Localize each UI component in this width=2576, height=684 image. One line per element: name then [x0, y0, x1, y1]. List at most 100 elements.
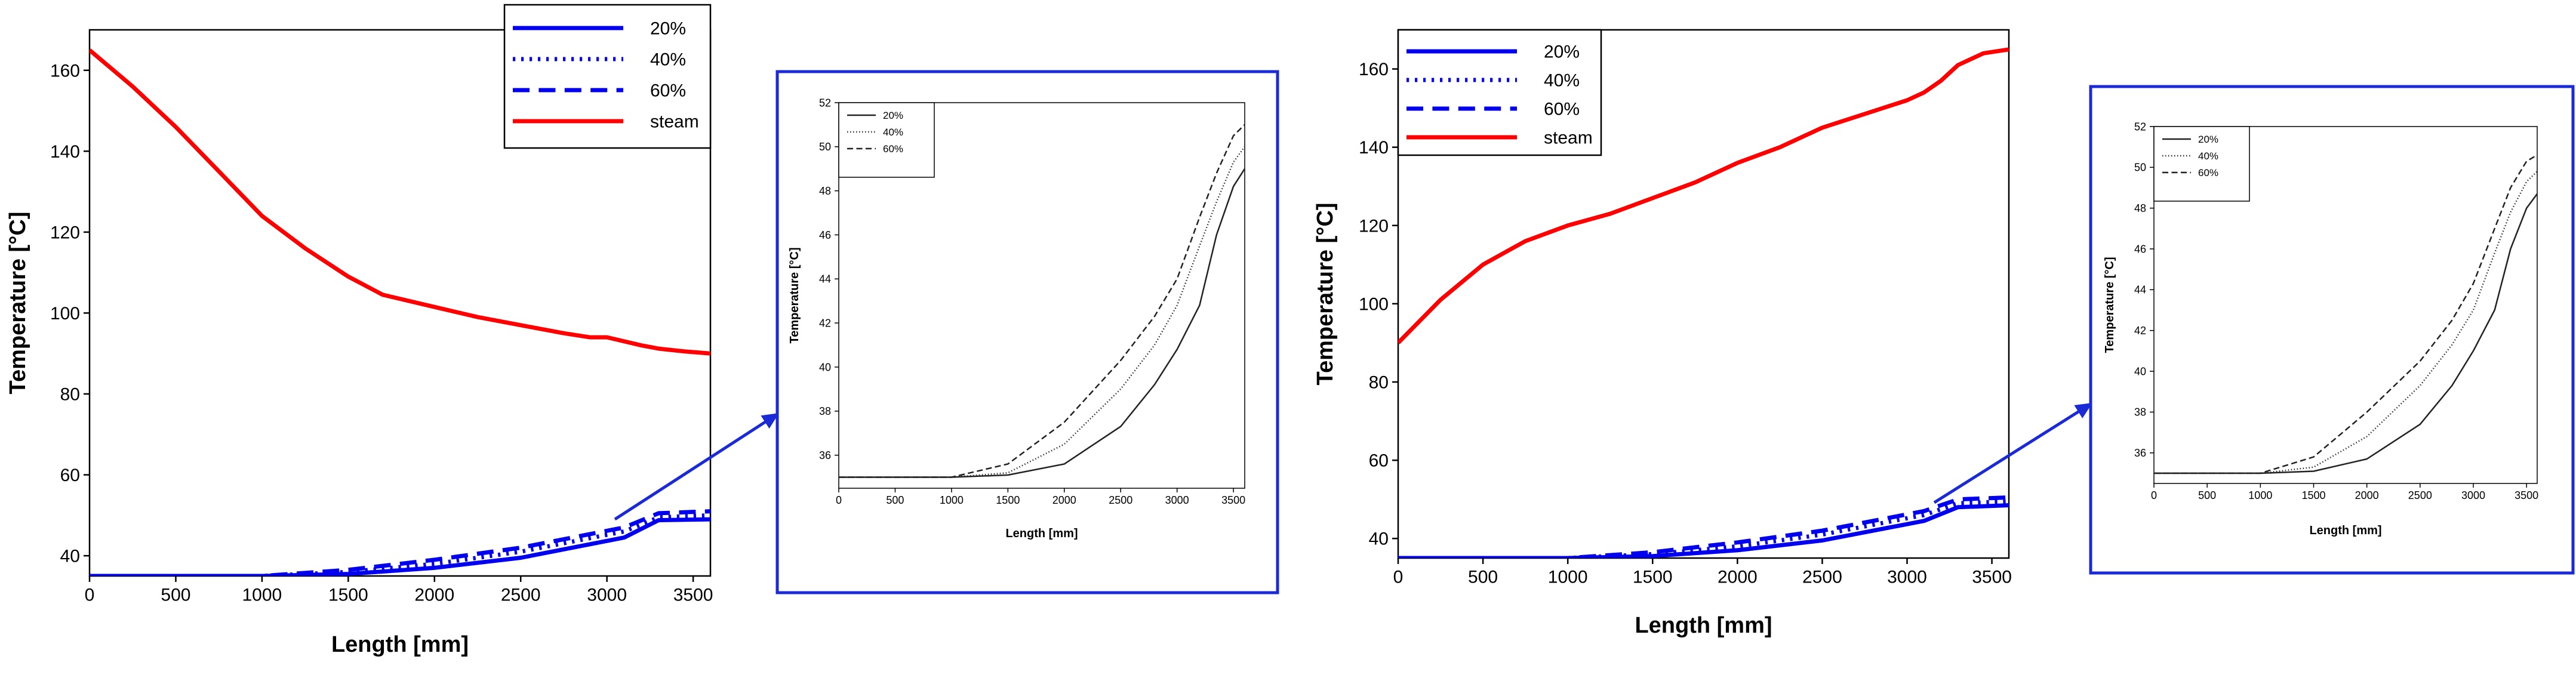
- x-tick-label: 1500: [1633, 568, 1673, 587]
- x-tick-label: 1500: [2301, 489, 2325, 501]
- y-tick-label: 160: [50, 61, 80, 81]
- x-tick-label: 2000: [414, 586, 454, 605]
- x-tick-label: 3500: [1221, 494, 1245, 506]
- y-tick-label: 160: [1359, 60, 1389, 79]
- x-tick-label: 2000: [1052, 494, 1076, 506]
- y-tick-label: 42: [2134, 325, 2146, 337]
- y-tick-label: 120: [1359, 216, 1389, 236]
- y-tick-label: 46: [819, 229, 831, 241]
- x-tick-label: 3500: [673, 586, 713, 605]
- x-tick-label: 2500: [1109, 494, 1132, 506]
- legend-label-20pct: 20%: [2198, 134, 2218, 145]
- x-tick-label: 1000: [940, 494, 964, 506]
- x-tick-label: 500: [2198, 489, 2216, 501]
- legend-label-steam: steam: [650, 112, 699, 132]
- y-tick-label: 80: [1369, 373, 1389, 393]
- y-tick-label: 42: [819, 317, 831, 329]
- x-tick-label: 1000: [1548, 568, 1588, 587]
- chart-main-left: 0 500 1000 1500 2000 2500 3000 3500 40 60 80 100 120…: [5, 4, 713, 657]
- x-tick-label: 0: [1393, 568, 1404, 587]
- y-tick-label: 40: [1369, 529, 1389, 549]
- legend-label-60pct: 60%: [650, 81, 686, 101]
- y-tick-label: 36: [2134, 447, 2146, 459]
- legend-label-20pct: 20%: [1544, 42, 1580, 62]
- x-tick-label: 2500: [1802, 568, 1842, 587]
- chart-main-right: 0 500 1000 1500 2000 2500 3000 3500 40 60 80 100 120…: [1313, 29, 2012, 638]
- y-tick-label: 50: [819, 141, 831, 153]
- x-tick-label: 2500: [501, 586, 541, 605]
- series-line-60pct: [90, 509, 710, 576]
- x-tick-label: 3000: [587, 586, 627, 605]
- x-tick-label: 0: [85, 586, 95, 605]
- x-tick-label: 500: [1468, 568, 1498, 587]
- series-line-20pct: [90, 517, 710, 576]
- y-axis-title: Temperature [°C]: [5, 212, 30, 395]
- y-tick-label: 40: [2134, 365, 2146, 377]
- series-line-40pct: [2154, 171, 2537, 475]
- x-tick-label: 1500: [996, 494, 1020, 506]
- x-axis-title: Length [mm]: [2309, 524, 2381, 537]
- y-axis-title: Temperature [°C]: [1313, 203, 1338, 386]
- y-tick-label: 120: [50, 223, 80, 242]
- x-tick-label: 500: [161, 586, 190, 605]
- y-tick-label: 52: [2134, 121, 2146, 133]
- y-tick-label: 52: [819, 97, 831, 109]
- chart-inset-right: 0 500 1000 1500 2000 2500 3000 3500 36 38 40 42 44 46…: [2103, 121, 2538, 537]
- legend-label-40pct: 40%: [2198, 150, 2218, 162]
- x-tick-label: 3000: [2461, 489, 2485, 501]
- legend-label-60pct: 60%: [2198, 167, 2218, 178]
- legend-label-40pct: 40%: [883, 127, 903, 138]
- y-tick-label: 44: [2134, 284, 2146, 296]
- legend-label-40pct: 40%: [650, 50, 686, 70]
- arrow-shaft: [1933, 401, 2094, 504]
- y-tick-label: 40: [819, 361, 831, 373]
- x-tick-label: 1500: [328, 586, 368, 605]
- x-axis-title: Length [mm]: [1635, 613, 1772, 638]
- x-tick-label: 0: [2151, 489, 2157, 501]
- plot-frame: [88, 29, 712, 577]
- y-tick-label: 46: [2134, 243, 2146, 255]
- plot-frame: [838, 102, 1245, 489]
- x-tick-label: 3000: [1887, 568, 1927, 587]
- y-tick-label: 50: [2134, 162, 2146, 174]
- series-line-60pct: [839, 124, 1245, 478]
- zoom-arrow-left: [614, 411, 780, 521]
- y-tick-label: 60: [60, 466, 80, 485]
- series-line-40pct: [90, 513, 710, 576]
- arrow-head: [761, 413, 779, 429]
- y-tick-label: 140: [1359, 138, 1389, 158]
- x-tick-label: 1000: [242, 586, 282, 605]
- x-tick-label: 2000: [1718, 568, 1758, 587]
- legend-label-60pct: 60%: [883, 143, 903, 155]
- y-tick-label: 100: [50, 304, 80, 323]
- y-tick-label: 38: [819, 405, 831, 417]
- legend-label-20pct: 20%: [650, 19, 686, 39]
- y-tick-label: 140: [50, 142, 80, 162]
- series-line-steam: [90, 48, 710, 356]
- legend-label-20pct: 20%: [883, 110, 903, 121]
- y-axis-title: Temperature [°C]: [2103, 257, 2116, 353]
- arrow-head: [2074, 403, 2092, 418]
- x-tick-label: 0: [836, 494, 842, 506]
- x-axis-title: Length [mm]: [1005, 527, 1078, 540]
- y-tick-label: 40: [60, 547, 80, 566]
- x-tick-label: 2500: [2408, 489, 2432, 501]
- y-tick-label: 36: [819, 449, 831, 461]
- y-tick-label: 80: [60, 385, 80, 405]
- x-tick-label: 2000: [2355, 489, 2379, 501]
- x-tick-label: 3500: [1972, 568, 2012, 587]
- x-tick-label: 1000: [2248, 489, 2272, 501]
- y-axis-title: Temperature [°C]: [788, 248, 801, 344]
- zoom-arrow-right: [1933, 401, 2094, 504]
- y-tick-label: 38: [2134, 406, 2146, 418]
- x-tick-label: 500: [886, 494, 904, 506]
- y-tick-label: 100: [1359, 294, 1389, 314]
- plot-frame: [2153, 126, 2538, 484]
- arrow-shaft: [614, 411, 780, 521]
- legend-label-60pct: 60%: [1544, 100, 1580, 119]
- series-line-60pct: [1398, 495, 2009, 558]
- y-tick-label: 48: [819, 185, 831, 197]
- chart-inset-left: 0 500 1000 1500 2000 2500 3000 3500 36 38 40 42 44 46…: [788, 97, 1245, 540]
- x-tick-label: 3500: [2515, 489, 2538, 501]
- y-tick-label: 60: [1369, 451, 1389, 471]
